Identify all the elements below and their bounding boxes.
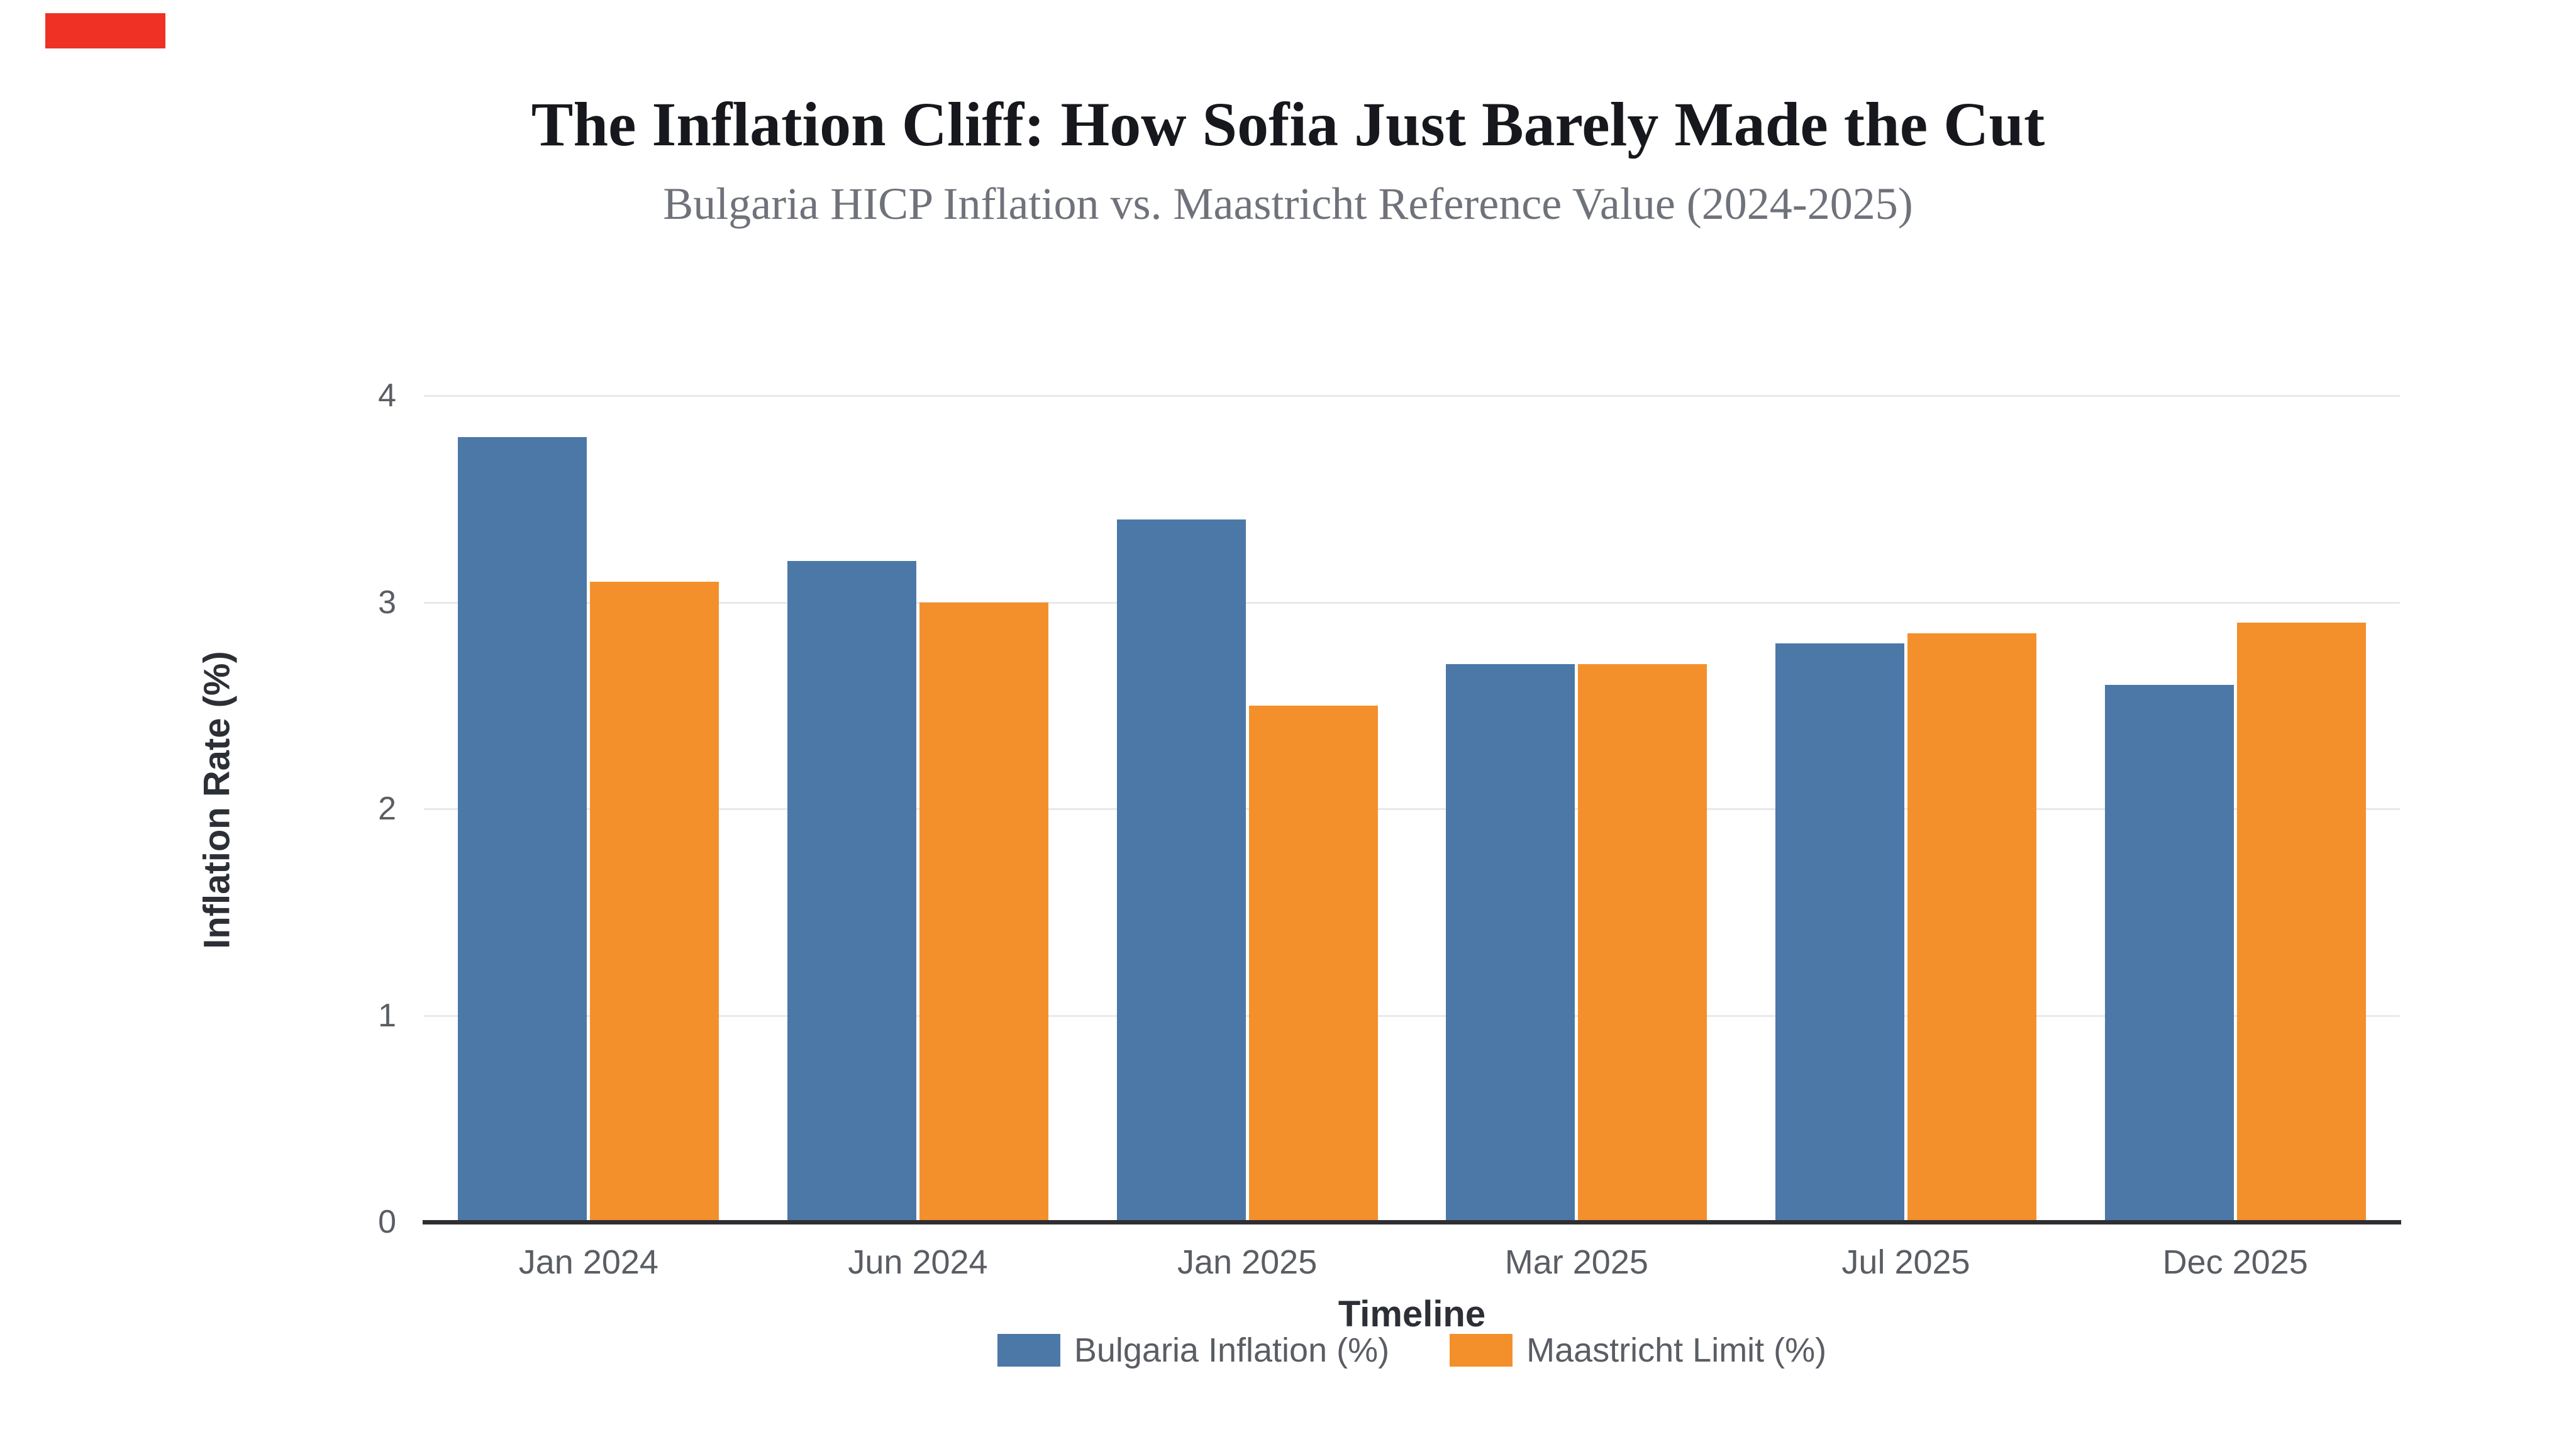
bar-maastricht-limit-mar-2025[interactable] [1578, 664, 1707, 1222]
y-tick-label-3: 3 [378, 584, 396, 621]
bar-group-jun-2024 [753, 396, 1083, 1222]
bar-maastricht-limit-jan-2025[interactable] [1248, 705, 1378, 1222]
legend-label-maastricht-limit: Maastricht Limit (%) [1526, 1331, 1827, 1369]
x-tick-label-dec-2025: Dec 2025 [2162, 1243, 2308, 1281]
bar-group-jul-2025 [1741, 396, 2071, 1222]
bar-maastricht-limit-jun-2024[interactable] [919, 602, 1048, 1222]
bar-maastricht-limit-dec-2025[interactable] [2236, 623, 2366, 1222]
legend-swatch-bulgaria-inflation [997, 1334, 1060, 1367]
bar-group-dec-2025 [2070, 396, 2400, 1222]
bar-bulgaria-inflation-jul-2025[interactable] [1775, 643, 1905, 1222]
x-tick-label-jan-2025: Jan 2025 [1177, 1243, 1318, 1281]
bar-maastricht-limit-jul-2025[interactable] [1907, 633, 2037, 1222]
y-tick-label-0: 0 [378, 1204, 396, 1240]
legend-label-bulgaria-inflation: Bulgaria Inflation (%) [1074, 1331, 1390, 1369]
bar-groups [424, 396, 2400, 1222]
y-tick-label-4: 4 [378, 377, 396, 414]
legend-swatch-maastricht-limit [1450, 1334, 1513, 1367]
y-tick-label-1: 1 [378, 997, 396, 1034]
y-axis-title-text: Inflation Rate (%) [196, 651, 238, 949]
gridline-y-4 [424, 395, 2400, 397]
bar-bulgaria-inflation-jan-2024[interactable] [458, 436, 587, 1222]
legend: Bulgaria Inflation (%) Maastricht Limit (… [424, 1333, 2400, 1367]
gridline-y-3 [424, 601, 2400, 604]
chart-subtitle: Bulgaria HICP Inflation vs. Maastricht R… [663, 179, 1913, 229]
bar-group-jan-2024 [424, 396, 753, 1222]
x-axis-title: Timeline [1338, 1294, 1486, 1335]
bar-group-jan-2025 [1082, 396, 1412, 1222]
red-marker-box [45, 13, 165, 48]
bar-bulgaria-inflation-mar-2025[interactable] [1446, 664, 1575, 1222]
chart-title: The Inflation Cliff: How Sofia Just Bare… [531, 89, 2045, 159]
x-axis-line [423, 1220, 2401, 1224]
bar-bulgaria-inflation-jun-2024[interactable] [787, 560, 916, 1222]
bar-group-mar-2025 [1412, 396, 1741, 1222]
legend-item-maastricht-limit[interactable]: Maastricht Limit (%) [1450, 1333, 1826, 1367]
x-tick-label-jan-2024: Jan 2024 [518, 1243, 658, 1281]
plot-area [423, 395, 2401, 1224]
gridline-y-2 [424, 808, 2400, 810]
x-tick-label-mar-2025: Mar 2025 [1504, 1243, 1648, 1281]
bar-bulgaria-inflation-dec-2025[interactable] [2104, 684, 2234, 1222]
gridline-y-1 [424, 1014, 2400, 1017]
bar-bulgaria-inflation-jan-2025[interactable] [1116, 519, 1246, 1222]
bar-maastricht-limit-jan-2024[interactable] [590, 581, 719, 1222]
y-tick-label-2: 2 [378, 791, 396, 827]
x-tick-label-jun-2024: Jun 2024 [848, 1243, 988, 1281]
x-tick-label-jul-2025: Jul 2025 [1841, 1243, 1970, 1281]
legend-item-bulgaria-inflation[interactable]: Bulgaria Inflation (%) [997, 1333, 1389, 1367]
